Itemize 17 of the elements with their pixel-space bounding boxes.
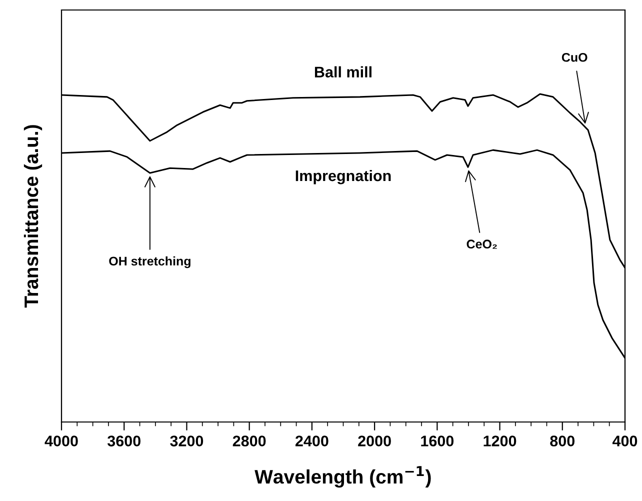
x-axis-title: Wavelength (cm$^{−1}$) xyxy=(254,466,431,488)
series-label: Impregnation xyxy=(296,170,391,184)
x-tick-label: 800 xyxy=(550,436,575,446)
x-tick-label: 3600 xyxy=(107,436,140,446)
x-tick-label: 1600 xyxy=(421,436,454,446)
series-label: Ball mill xyxy=(314,66,372,78)
annotation: OH stretching xyxy=(109,256,190,268)
y-axis-title: Transmittance (a.u.) xyxy=(24,125,42,308)
x-tick-label: 4000 xyxy=(44,436,78,446)
x-tick-label: 2000 xyxy=(358,436,391,446)
x-tick-label: 2800 xyxy=(232,436,266,446)
x-tick-label: 2400 xyxy=(295,436,328,446)
annotation: CuO xyxy=(562,52,588,62)
x-tick-label: 3200 xyxy=(170,436,204,446)
x-tick-label: 400 xyxy=(612,436,638,446)
annotation: CeO₂ xyxy=(466,240,497,249)
x-tick-label: 1200 xyxy=(484,436,516,446)
